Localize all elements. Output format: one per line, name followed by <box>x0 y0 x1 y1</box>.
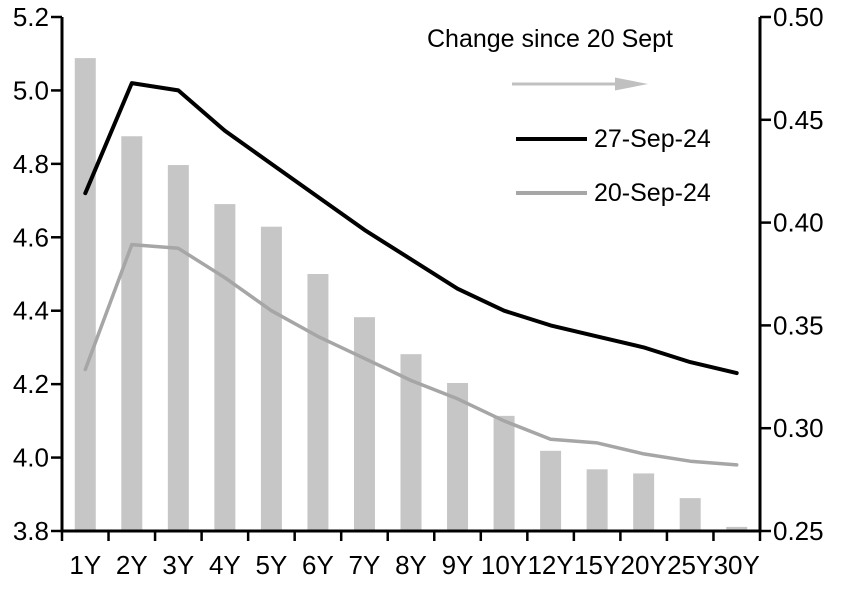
x-axis-label-30Y: 30Y <box>714 550 760 580</box>
bar-5Y <box>260 226 282 531</box>
x-axis-label-3Y: 3Y <box>162 550 194 580</box>
x-axis-label-25Y: 25Y <box>667 550 713 580</box>
left-axis-label: 4.4 <box>13 296 49 326</box>
x-axis-label-8Y: 8Y <box>395 550 427 580</box>
x-axis-label-12Y: 12Y <box>527 550 573 580</box>
x-axis-label-4Y: 4Y <box>209 550 241 580</box>
x-axis-label-6Y: 6Y <box>302 550 334 580</box>
bar-1Y <box>74 58 96 532</box>
bar-6Y <box>307 274 329 531</box>
bar-12Y <box>540 450 562 531</box>
x-axis-label-5Y: 5Y <box>255 550 287 580</box>
right-axis-label: 0.25 <box>773 516 824 546</box>
left-axis-label: 5.2 <box>13 2 49 32</box>
bar-9Y <box>447 382 469 531</box>
bar-7Y <box>353 317 375 531</box>
left-axis-label: 3.8 <box>13 516 49 546</box>
bar-2Y <box>121 136 143 532</box>
right-axis-label: 0.35 <box>773 310 824 340</box>
bar-3Y <box>167 165 189 532</box>
right-axis-label: 0.45 <box>773 105 824 135</box>
bar-8Y <box>400 354 422 531</box>
x-axis-label-1Y: 1Y <box>69 550 101 580</box>
bar-4Y <box>214 204 236 531</box>
left-axis-label: 4.8 <box>13 149 49 179</box>
bar-10Y <box>493 415 515 531</box>
left-axis-label: 4.6 <box>13 222 49 252</box>
bar-30Y <box>726 526 748 531</box>
left-axis-label: 5.0 <box>13 75 49 105</box>
x-axis-label-20Y: 20Y <box>621 550 667 580</box>
x-axis-label-15Y: 15Y <box>574 550 620 580</box>
bar-20Y <box>633 473 655 531</box>
bars-group <box>74 58 748 532</box>
axes-group: 5.2 5.0 4.8 4.6 4.4 4.2 4.0 3.8 0.50 0.45 0.40 0.35… <box>13 2 824 580</box>
right-axis-label: 0.50 <box>773 2 824 32</box>
left-axis-label: 4.2 <box>13 369 49 399</box>
bar-25Y <box>679 498 701 531</box>
series-line-20-Sep-24 <box>83 242 739 467</box>
right-axis-label: 0.30 <box>773 413 824 443</box>
x-axis-label-10Y: 10Y <box>481 550 527 580</box>
x-axis-label-9Y: 9Y <box>442 550 474 580</box>
x-axis-label-2Y: 2Y <box>116 550 148 580</box>
right-axis-label: 0.40 <box>773 208 824 238</box>
left-axis-label: 4.0 <box>13 443 49 473</box>
x-axis-label-7Y: 7Y <box>349 550 381 580</box>
bar-15Y <box>586 469 608 531</box>
series-line-27-Sep-24 <box>83 81 739 376</box>
